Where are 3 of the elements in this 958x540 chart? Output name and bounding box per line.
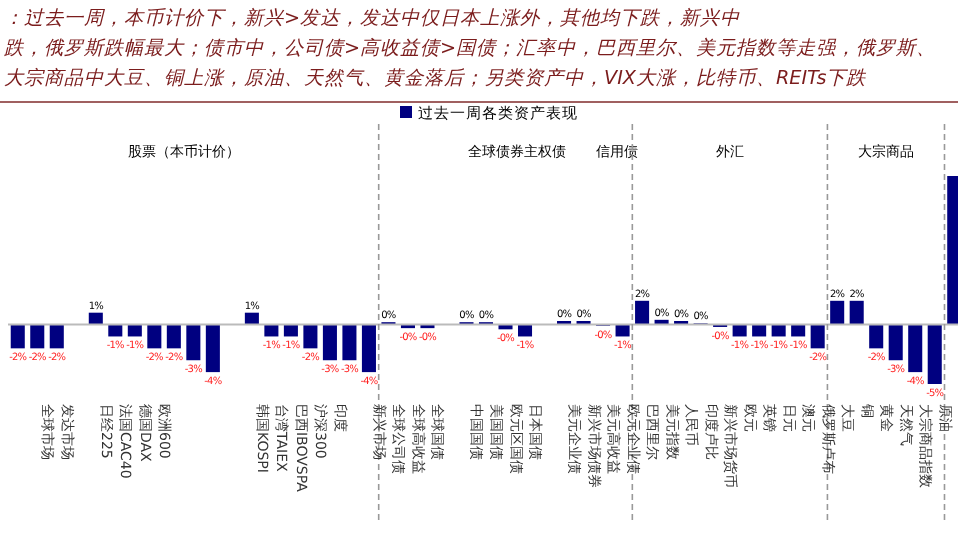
text: 大宗商品中大豆、铜上涨，原油、天然气、黄金落后；另类资产中，VIX大涨，比特币、REITs下跌 [4, 66, 869, 90]
text: ：过去一周，本币计价下，新兴>发达，发达中仅日本上涨外，其他均下跌，新兴中 [4, 6, 741, 30]
text: 跌，俄罗斯跌幅最大；债市中，公司债>高收益债>国债；汇率中，巴西里尔、美元指数等走强，俄罗斯、 [4, 36, 937, 60]
